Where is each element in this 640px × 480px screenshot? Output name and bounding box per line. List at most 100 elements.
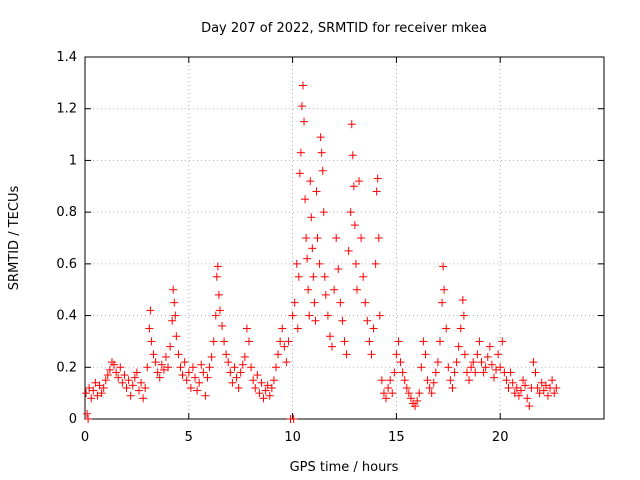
data-point [487, 360, 496, 369]
data-point [263, 381, 272, 390]
data-point [442, 324, 451, 333]
data-point [398, 368, 407, 377]
data-point [82, 389, 91, 398]
data-point [371, 259, 380, 268]
data-point [325, 332, 334, 341]
data-point [151, 358, 160, 367]
data-point [166, 342, 175, 351]
data-point [411, 402, 420, 411]
data-point [359, 272, 368, 281]
data-point [363, 316, 372, 325]
data-point [176, 363, 185, 372]
data-point [543, 391, 552, 400]
data-point [306, 177, 315, 186]
data-point [473, 350, 482, 359]
data-point [280, 342, 289, 351]
data-point [496, 363, 505, 372]
data-point [89, 386, 98, 395]
data-point [199, 368, 208, 377]
data-point [126, 391, 135, 400]
data-point [402, 383, 411, 392]
data-point [506, 368, 515, 377]
data-point [257, 378, 266, 387]
data-point [444, 363, 453, 372]
data-point [267, 383, 276, 392]
data-point [240, 352, 249, 361]
data-point [242, 324, 251, 333]
data-point [450, 368, 459, 377]
data-point [293, 324, 302, 333]
data-point [282, 358, 291, 367]
data-point [132, 368, 141, 377]
data-point [483, 352, 492, 361]
data-point [531, 368, 540, 377]
data-point [147, 337, 156, 346]
data-point [84, 415, 93, 423]
y-tick-label: 0.2 [56, 360, 77, 375]
data-point [205, 363, 214, 372]
data-point [467, 363, 476, 372]
data-point [342, 350, 351, 359]
data-point [230, 363, 239, 372]
y-tick-label: 0.4 [56, 309, 77, 324]
data-point [170, 298, 179, 307]
data-point [118, 378, 127, 387]
data-point [438, 298, 447, 307]
data-point [521, 381, 530, 390]
data-point [178, 371, 187, 380]
grid-layer [85, 57, 604, 419]
data-point [458, 296, 467, 305]
data-point [284, 337, 293, 346]
data-point [290, 298, 299, 307]
data-point [485, 342, 494, 351]
ticks-layer: 0 0.2 0.4 0.6 0.8 1 1.2 1.4 0 5 10 15 20 [56, 50, 604, 445]
data-point [307, 213, 316, 222]
data-point [211, 311, 220, 320]
data-point [523, 394, 532, 403]
data-point [423, 376, 432, 385]
data-point [419, 337, 428, 346]
data-point [253, 371, 262, 380]
data-point [139, 394, 148, 403]
data-point [124, 376, 133, 385]
data-point [372, 187, 381, 196]
x-tick-label: 15 [388, 430, 405, 445]
data-point [374, 234, 383, 242]
data-point [367, 350, 376, 359]
data-point [439, 262, 448, 271]
data-point [529, 358, 538, 367]
data-point [328, 342, 337, 351]
data-point [172, 332, 181, 341]
data-point [141, 383, 150, 392]
data-point [97, 389, 106, 398]
data-point [218, 321, 227, 330]
data-point [479, 368, 488, 377]
data-point [309, 272, 318, 281]
data-point [352, 285, 361, 294]
data-point [304, 285, 313, 294]
data-point [448, 383, 457, 392]
data-point [112, 368, 121, 377]
data-point [357, 234, 366, 242]
data-point [232, 373, 241, 382]
data-point [323, 311, 332, 320]
data-point [298, 81, 307, 90]
chart-title: Day 207 of 2022, SRMTID for receiver mke… [201, 21, 487, 36]
data-point [330, 285, 339, 294]
data-point [539, 386, 548, 395]
x-tick-label: 0 [81, 430, 89, 445]
data-point [351, 259, 360, 268]
plot-frame [84, 56, 605, 420]
data-point [274, 350, 283, 359]
data-point [214, 290, 223, 299]
data-point [295, 169, 304, 178]
data-point [193, 386, 202, 395]
data-point [459, 311, 468, 320]
data-point [413, 396, 422, 405]
data-point [541, 381, 550, 390]
data-point [318, 166, 327, 175]
data-point [481, 363, 490, 372]
data-point [440, 285, 449, 294]
data-point [396, 358, 405, 367]
data-point [471, 368, 480, 377]
